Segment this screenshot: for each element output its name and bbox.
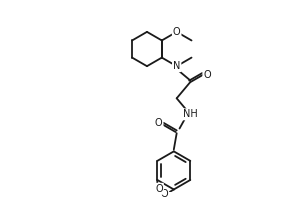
Text: O: O [173,27,181,37]
Text: N: N [173,61,180,71]
Text: O: O [155,118,163,128]
Text: O: O [155,184,163,194]
Text: O: O [160,189,168,199]
Text: NH: NH [183,109,197,119]
Text: O: O [203,70,211,80]
